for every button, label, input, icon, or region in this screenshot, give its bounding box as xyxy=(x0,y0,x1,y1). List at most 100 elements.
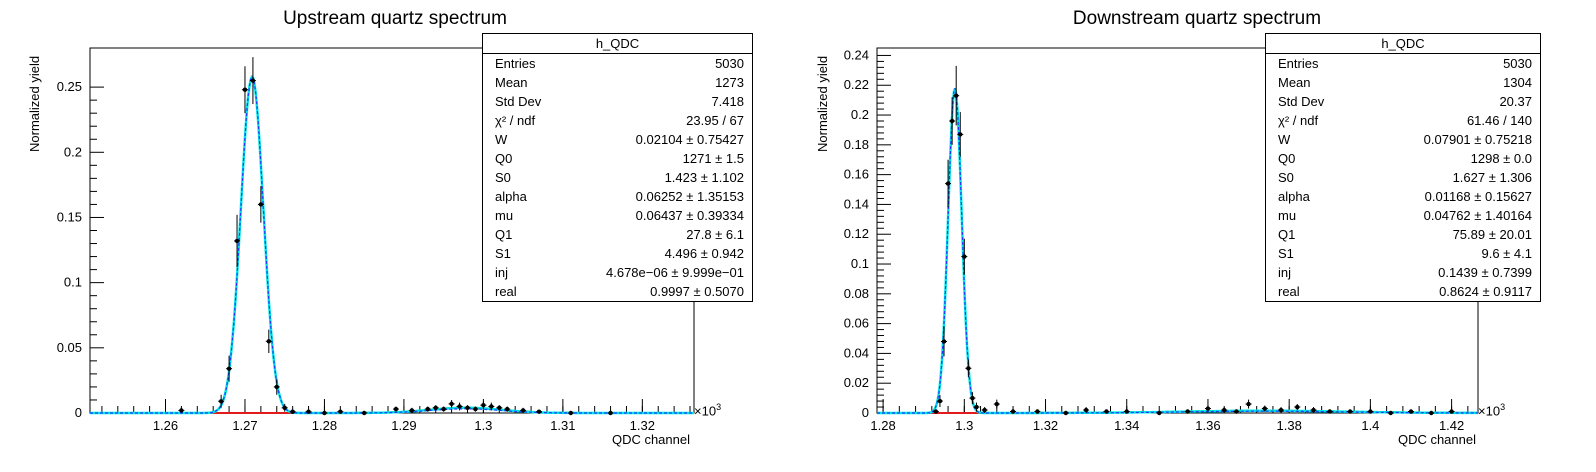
data-point xyxy=(440,406,447,412)
stats-value: 9.6 ± 4.1 xyxy=(1481,246,1532,261)
data-point xyxy=(1278,407,1285,413)
stats-key: Mean xyxy=(1278,75,1311,90)
data-point xyxy=(257,186,264,223)
point-marker xyxy=(1368,409,1373,414)
x-tick-label: 1.36 xyxy=(1195,418,1220,433)
stats-value: 20.37 xyxy=(1499,94,1532,109)
data-point xyxy=(1294,404,1301,411)
y-tick-label: 0.1 xyxy=(64,275,82,290)
y-axis-label: Normalized yield xyxy=(815,55,830,152)
stats-row: χ² / ndf 23.95 / 67 xyxy=(483,111,752,130)
data-point xyxy=(969,392,976,405)
y-tick-label: 0.15 xyxy=(57,209,82,224)
stats-value: 5030 xyxy=(1503,56,1532,71)
data-point xyxy=(1261,405,1268,412)
point-marker xyxy=(1311,407,1316,413)
x-tick-label: 1.32 xyxy=(1033,418,1058,433)
stats-header: h_QDC xyxy=(483,34,752,54)
data-point xyxy=(953,65,960,126)
stats-key: χ² / ndf xyxy=(1278,113,1319,128)
point-marker xyxy=(1246,401,1251,407)
data-point xyxy=(945,159,952,208)
data-point xyxy=(424,406,431,412)
stats-key: alpha xyxy=(1278,189,1310,204)
x-tick-label: 1.27 xyxy=(232,418,257,433)
x-tick-label: 1.28 xyxy=(312,418,337,433)
point-marker xyxy=(949,118,955,124)
stats-row: alpha 0.06252 ± 1.35153 xyxy=(483,187,752,206)
stats-row: Q0 1271 ± 1.5 xyxy=(483,149,752,168)
data-point xyxy=(607,410,614,416)
stats-key: χ² / ndf xyxy=(495,113,536,128)
y-tick-label: 0.24 xyxy=(844,47,869,62)
stats-key: real xyxy=(1278,284,1300,299)
stats-row: inj 0.1439 ± 0.7399 xyxy=(1266,263,1540,282)
stats-key: mu xyxy=(1278,208,1297,223)
x-tick-label: 1.3 xyxy=(955,418,973,433)
point-marker xyxy=(1185,409,1190,414)
point-marker xyxy=(994,401,999,407)
x-tick-label: 1.29 xyxy=(391,418,416,433)
point-marker xyxy=(409,408,415,413)
point-marker xyxy=(489,404,494,409)
data-point xyxy=(472,406,479,412)
point-marker xyxy=(322,410,327,416)
stats-row: Mean 1304 xyxy=(1266,73,1540,92)
y-tick-label: 0.06 xyxy=(844,316,869,331)
data-point xyxy=(949,97,956,145)
data-point xyxy=(1010,409,1017,414)
point-marker xyxy=(1035,409,1040,414)
point-marker xyxy=(457,404,462,409)
data-point xyxy=(936,395,943,408)
stats-key: mu xyxy=(495,208,514,223)
stats-value: 1.423 ± 1.102 xyxy=(664,170,744,185)
data-point xyxy=(305,409,312,414)
data-point xyxy=(480,401,487,410)
y-tick-label: 0.25 xyxy=(57,79,82,94)
data-point xyxy=(1156,410,1163,416)
point-marker xyxy=(473,406,478,412)
point-marker xyxy=(962,254,967,259)
point-marker xyxy=(1124,409,1129,414)
y-tick-label: 0.16 xyxy=(844,167,869,182)
point-marker xyxy=(226,366,232,371)
stats-value: 61.46 / 140 xyxy=(1466,113,1532,128)
point-marker xyxy=(608,410,613,416)
stats-row: Entries 5030 xyxy=(1266,54,1540,73)
data-point xyxy=(408,407,415,413)
data-point xyxy=(1184,409,1191,414)
data-point xyxy=(961,238,968,275)
stats-row: S0 1.423 ± 1.102 xyxy=(483,168,752,187)
data-point xyxy=(281,403,288,412)
stats-row: mu 0.04762 ± 1.40164 xyxy=(1266,206,1540,225)
stats-row: mu 0.06437 ± 0.39334 xyxy=(483,206,752,225)
data-point xyxy=(265,329,272,354)
data-point xyxy=(567,410,574,416)
stats-key: Mean xyxy=(495,75,528,90)
stats-value: 0.06252 ± 1.35153 xyxy=(635,189,744,204)
data-point xyxy=(957,112,964,157)
stats-value: 0.07901 ± 0.75218 xyxy=(1423,132,1532,147)
point-marker xyxy=(1205,406,1211,411)
x-tick-label: 1.34 xyxy=(1114,418,1139,433)
point-marker xyxy=(250,78,256,83)
stats-value: 4.678e−06 ± 9.999e−01 xyxy=(606,265,744,280)
downstream-chart-panel: Downstream quartz spectrum 0 0.02 0.04 0.06… xyxy=(798,0,1596,472)
point-marker xyxy=(945,181,951,186)
point-marker xyxy=(258,202,264,207)
data-point xyxy=(496,405,503,411)
stats-box: h_QDC Entries 5030 Mean 1273 Std Dev 7.418 χ² /… xyxy=(482,33,753,302)
data-point xyxy=(456,402,463,411)
stats-row: real 0.9997 ± 0.5070 xyxy=(483,282,752,301)
x-tick-label: 1.38 xyxy=(1277,418,1302,433)
data-point xyxy=(1326,409,1333,414)
stats-row: Std Dev 20.37 xyxy=(1266,92,1540,111)
y-tick-label: 0.12 xyxy=(844,226,869,241)
point-marker xyxy=(361,410,367,416)
data-point xyxy=(1233,409,1240,414)
point-marker xyxy=(1104,409,1109,414)
data-point xyxy=(1221,407,1228,413)
signal-component-curve xyxy=(90,75,694,414)
data-point xyxy=(241,66,248,114)
data-point xyxy=(337,409,344,414)
